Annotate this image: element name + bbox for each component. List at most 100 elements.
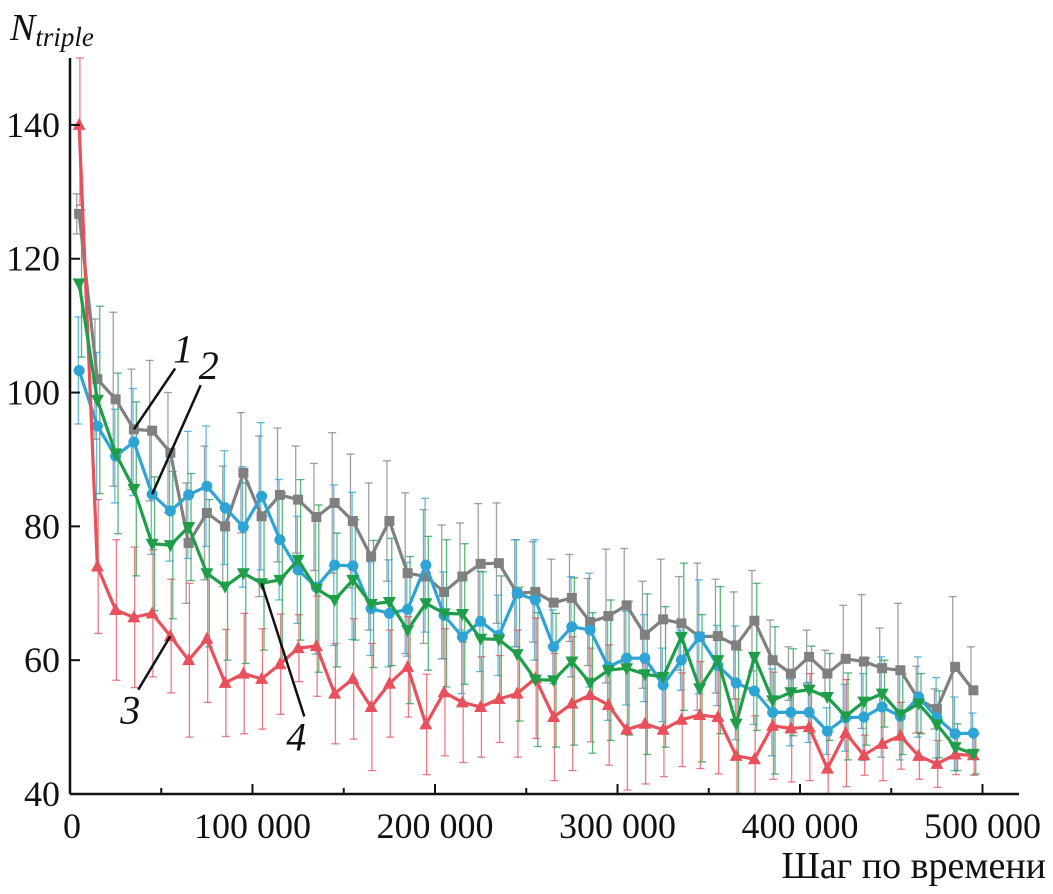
data-point-square [621,600,632,611]
data-point-triangle-up [674,712,688,725]
data-point-circle [420,559,432,571]
x-tick-label: 300 000 [559,806,676,846]
data-point-circle [511,587,523,599]
data-point-triangle-up [547,710,561,723]
data-point-triangle-up [875,736,889,749]
data-point-triangle-down [565,656,579,669]
annotation-label-1: 1 [173,326,193,371]
data-point-triangle-down [328,594,342,607]
data-point-circle [256,490,268,502]
y-tick-label: 140 [6,105,60,145]
data-point-triangle-up [346,671,360,684]
data-point-square [110,394,121,405]
data-point-triangle-up [255,671,269,684]
data-point-triangle-down [474,633,488,646]
series-line-3 [77,124,974,771]
data-point-triangle-down [656,671,670,684]
annotation-label-3: 3 [119,688,140,733]
data-point-triangle-up [930,756,944,769]
data-point-triangle-up [364,700,378,713]
data-point-square [968,685,979,696]
data-point-triangle-down [364,598,378,611]
data-point-square [785,668,796,679]
data-point-square [950,661,961,672]
data-point-square [439,586,450,597]
data-point-circle [383,607,395,619]
data-point-square [74,208,85,219]
data-point-triangle-down [163,540,177,553]
data-point-triangle-up [820,761,834,774]
data-point-triangle-up [601,698,615,711]
data-point-triangle-up [711,710,725,723]
data-point-square [402,568,413,579]
data-point-triangle-down [729,718,743,731]
data-point-circle [219,502,231,514]
data-point-triangle-up [382,676,396,689]
data-point-triangle-down [419,598,433,611]
data-point-circle [456,631,468,643]
data-point-square [658,614,669,625]
data-point-circle [274,534,286,546]
data-point-triangle-up [620,722,634,735]
data-point-triangle-down [893,709,907,722]
annotation-label-4: 4 [286,715,306,760]
data-point-circle [785,706,797,718]
data-point-triangle-up [565,696,579,709]
data-point-triangle-up [309,639,323,652]
data-point-square [293,494,304,505]
data-point-triangle-down [766,695,780,708]
error-bars [72,57,980,795]
data-point-circle [164,505,176,517]
data-point-triangle-up [656,722,670,735]
data-point-square [457,571,468,582]
data-point-square [804,651,815,662]
data-point-circle [548,641,560,653]
data-point-square [603,611,614,622]
data-point-circle [475,615,487,627]
data-point-triangle-down [528,674,542,687]
data-point-square [311,511,322,522]
data-point-triangle-up [766,718,780,731]
data-point-triangle-up [401,659,415,672]
data-point-triangle-down [930,719,944,732]
data-point-circle [201,480,213,492]
data-point-square [767,655,778,666]
data-point-triangle-down [145,538,159,551]
data-point-triangle-down [309,583,323,596]
data-point-triangle-up [273,657,287,670]
data-point-square [822,668,833,679]
data-point-triangle-down [382,596,396,609]
data-point-triangle-down [510,649,524,662]
data-point-square [676,618,687,629]
data-point-square [384,516,395,527]
data-point-triangle-up [583,687,597,700]
data-point-triangle-up [328,686,342,699]
data-point-triangle-down [875,688,889,701]
data-point-circle [876,701,888,713]
data-point-triangle-down [747,651,761,664]
x-tick-label: 0 [63,806,81,846]
data-point-triangle-down [273,574,287,587]
y-tick-label: 60 [24,640,60,680]
data-point-circle [639,652,651,664]
data-point-triangle-down [638,669,652,682]
data-point-triangle-down [547,675,561,688]
data-point-triangle-down [601,665,615,678]
data-point-triangle-down [72,278,86,291]
data-point-circle [621,652,633,664]
data-point-square [731,640,742,651]
data-point-circle [858,711,870,723]
data-point-triangle-down [291,554,305,567]
data-point-triangle-up [109,603,123,615]
data-point-square [639,629,650,640]
data-point-triangle-up [784,721,798,734]
data-point-circle [767,706,779,718]
data-point-triangle-down [820,691,834,704]
y-tick-label: 100 [6,373,60,413]
x-tick-label: 500 000 [924,806,1041,846]
x-tick-label: 400 000 [742,806,859,846]
data-point-square [566,592,577,603]
series-line-1 [77,213,975,711]
data-point-square [329,497,340,508]
data-point-triangle-down [693,683,707,696]
